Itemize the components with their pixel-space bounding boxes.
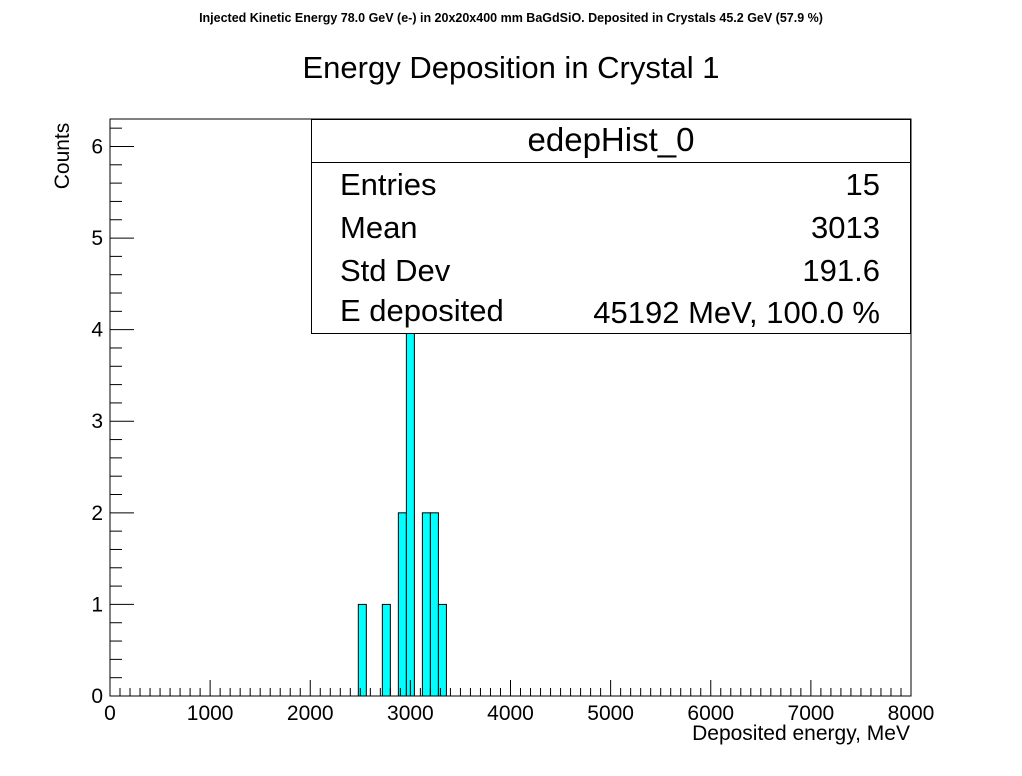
stats-label: Std Dev — [340, 253, 451, 288]
x-tick-label: 2000 — [287, 702, 334, 725]
y-tick-label: 6 — [91, 135, 103, 158]
stats-row-mean: Mean 3013 — [340, 207, 880, 249]
y-tick-label: 1 — [91, 593, 103, 616]
x-tick-label: 5000 — [587, 702, 634, 725]
histogram-bar — [429, 512, 439, 697]
histogram-bar — [405, 329, 415, 697]
stats-value: 45192 MeV, 100.0 % — [593, 295, 880, 330]
x-tick-label: 0 — [104, 702, 116, 725]
x-tick-label: 3000 — [387, 702, 434, 725]
y-tick-label: 2 — [91, 502, 103, 525]
stats-label: Entries — [340, 167, 437, 202]
x-axis: 0 1000 2000 3000 4000 5000 6000 7000 8000 — [104, 680, 934, 725]
stats-label: E deposited — [340, 293, 504, 328]
stats-box-title: edepHist_0 — [312, 120, 910, 163]
stats-value: 15 — [845, 167, 880, 202]
stats-row-std-dev: Std Dev 191.6 — [340, 250, 880, 292]
stats-label: Mean — [340, 210, 418, 245]
y-axis-title-text: Counts — [51, 122, 74, 190]
y-tick-label: 5 — [91, 227, 103, 250]
y-tick-label: 0 — [91, 685, 103, 708]
x-tick-label: 8000 — [888, 702, 935, 725]
histogram-bar — [421, 512, 431, 697]
histogram-bar — [437, 603, 447, 697]
x-tick-label: 4000 — [487, 702, 534, 725]
stats-row-entries: Entries 15 — [340, 164, 880, 206]
y-tick-label: 3 — [91, 410, 103, 433]
x-tick-label: 7000 — [788, 702, 835, 725]
stats-row-e-deposited: E deposited 45192 MeV, 100.0 % — [340, 290, 880, 332]
x-tick-label: 6000 — [687, 702, 734, 725]
y-axis-title: Counts — [49, 118, 77, 194]
y-tick-label: 4 — [91, 319, 103, 342]
stats-box: edepHist_0 Entries 15 Mean 3013 Std Dev … — [311, 119, 911, 334]
x-axis-title: Deposited energy, MeV — [692, 722, 910, 745]
histogram-bar — [357, 603, 367, 697]
stats-value: 191.6 — [802, 253, 880, 288]
histogram-bar — [381, 603, 391, 697]
figure-suptitle: Injected Kinetic Energy 78.0 GeV (e-) in… — [199, 11, 823, 25]
histogram-bars — [357, 329, 447, 697]
stats-value: 3013 — [811, 210, 880, 245]
histogram-bar — [397, 512, 407, 697]
x-tick-label: 1000 — [187, 702, 234, 725]
y-axis: 0 1 2 3 4 5 6 — [91, 127, 134, 708]
chart-title: Energy Deposition in Crystal 1 — [302, 50, 720, 85]
